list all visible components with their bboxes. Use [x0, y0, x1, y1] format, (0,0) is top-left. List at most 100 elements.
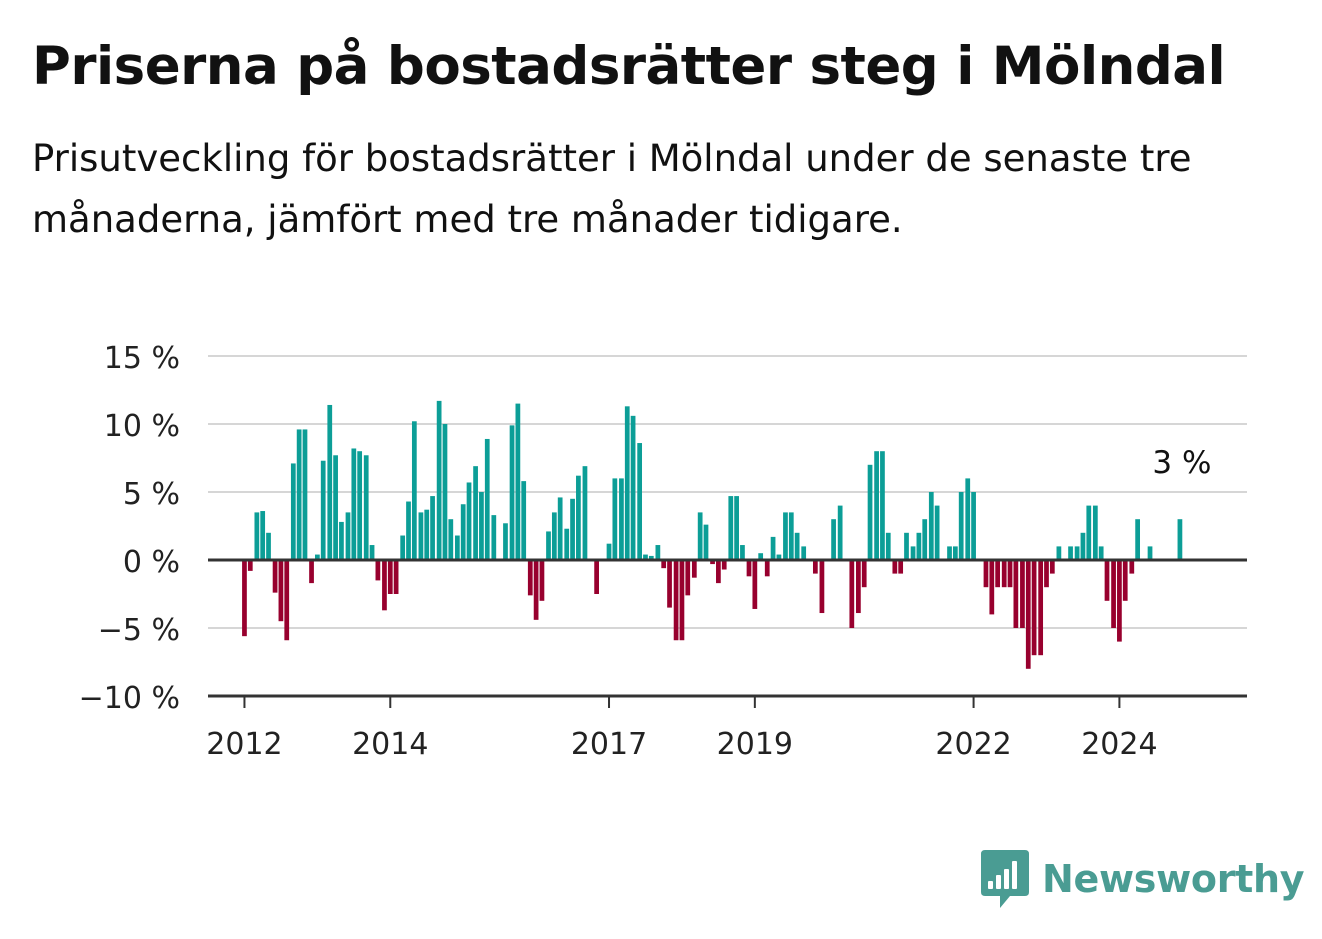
brand-name: Newsworthy: [1042, 857, 1305, 901]
bar: [648, 555, 654, 560]
bar: [546, 531, 551, 560]
bar: [466, 482, 472, 560]
bar: [697, 512, 703, 560]
bar: [387, 560, 393, 594]
bar: [1147, 546, 1153, 560]
bar: [691, 560, 697, 578]
bar: [382, 560, 387, 611]
bar: [254, 512, 260, 560]
bar: [673, 560, 679, 641]
bar: [928, 492, 934, 560]
bar: [284, 560, 290, 641]
bar: [721, 560, 727, 570]
bar: [728, 496, 734, 560]
bar: [831, 519, 836, 560]
bar: [612, 478, 618, 560]
bar: [661, 560, 667, 569]
bar: [278, 560, 284, 622]
bar: [606, 543, 612, 560]
last-value-label: 3 %: [1152, 445, 1211, 481]
x-tick-label: 2012: [206, 727, 282, 762]
bar: [910, 546, 916, 560]
y-tick-label: 10 %: [104, 409, 180, 444]
bars: [242, 400, 1183, 669]
bar: [916, 532, 922, 560]
bar: [1086, 505, 1092, 560]
bar: [679, 560, 685, 641]
bar: [1074, 546, 1080, 560]
x-tick-label: 2014: [352, 727, 428, 762]
bar: [947, 546, 952, 560]
bar: [710, 560, 715, 565]
bar: [776, 554, 782, 560]
bar: [314, 554, 320, 560]
bar: [357, 451, 363, 560]
bar: [1135, 519, 1141, 560]
bar: [758, 553, 764, 560]
bar: [454, 535, 460, 560]
bar: [880, 451, 885, 560]
bar: [637, 443, 643, 560]
bar: [290, 463, 296, 560]
bar-chart: 15 % 10 % 5 % 0 % −5 % −10 % 2012 2014 2017 2019…: [79, 341, 1247, 762]
bar: [934, 505, 940, 560]
bar: [400, 535, 406, 560]
bar: [1080, 532, 1086, 560]
x-tick-label: 2017: [571, 727, 647, 762]
bar: [952, 546, 958, 560]
bar: [302, 429, 308, 560]
bar: [624, 406, 630, 560]
bar: [527, 560, 533, 596]
bar: [296, 429, 302, 560]
bar: [551, 512, 557, 560]
bar: [1056, 546, 1062, 560]
bar: [788, 512, 794, 560]
bar: [801, 546, 807, 560]
bar: [260, 511, 266, 560]
bar: [393, 560, 399, 594]
bar: [515, 403, 521, 560]
x-tick-label: 2024: [1081, 727, 1157, 762]
bar: [582, 466, 588, 560]
bar: [783, 512, 788, 560]
bar: [1122, 560, 1128, 601]
bar: [509, 425, 515, 560]
bar: [892, 560, 898, 574]
bar: [460, 504, 466, 560]
bar: [1025, 560, 1031, 669]
bar: [770, 536, 776, 560]
bar: [1092, 505, 1098, 560]
y-tick-label: −10 %: [79, 681, 180, 716]
bar: [619, 478, 624, 560]
bar: [1098, 546, 1104, 560]
bar: [958, 492, 964, 560]
bar: [363, 455, 369, 560]
bar: [351, 448, 357, 560]
bar: [1020, 560, 1025, 628]
bar: [1044, 560, 1049, 588]
bar: [764, 560, 770, 577]
bar: [242, 560, 247, 637]
bar: [837, 505, 843, 560]
bar: [898, 560, 904, 574]
bar: [922, 519, 928, 560]
bar: [1068, 546, 1073, 560]
bar: [819, 560, 825, 614]
bar: [491, 515, 497, 560]
bar: [794, 532, 800, 560]
bar: [411, 421, 417, 560]
bar: [424, 509, 430, 560]
y-tick-label: 0 %: [123, 545, 180, 580]
bar: [643, 554, 648, 560]
bar: [473, 466, 478, 560]
bar: [345, 512, 351, 560]
bar: [885, 532, 891, 560]
gridlines: [208, 355, 1247, 629]
y-axis-tick-labels: 15 % 10 % 5 % 0 % −5 % −10 %: [79, 341, 180, 716]
bar: [849, 560, 855, 628]
bar: [1129, 560, 1135, 574]
bar: [369, 545, 375, 560]
bar: [570, 498, 575, 560]
bar: [983, 560, 989, 588]
bar: [861, 560, 867, 588]
